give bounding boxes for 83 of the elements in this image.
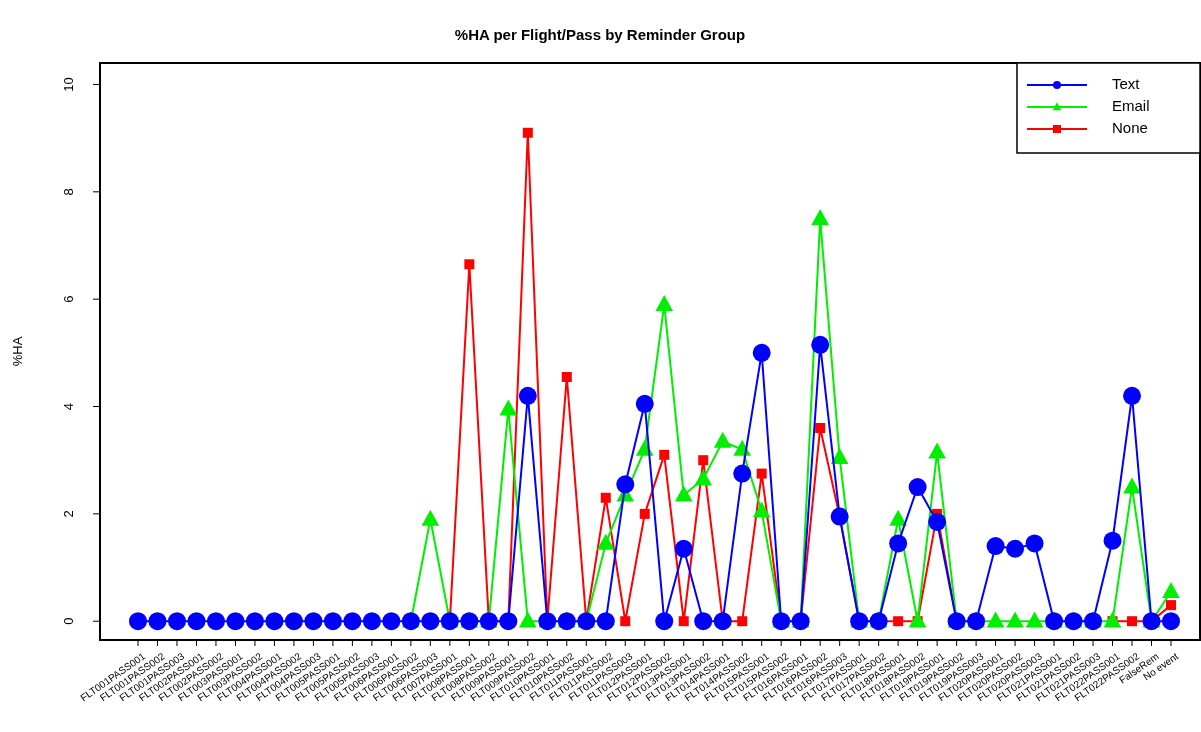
point [811,335,830,354]
y-tick-label: 10 [61,77,77,92]
y-tick-label: 8 [61,188,77,196]
point [694,612,713,631]
y-axis-title: %HA [10,336,25,367]
point [811,209,829,226]
point [1162,612,1180,631]
point [129,612,147,631]
point [639,508,650,519]
point [187,612,206,631]
y-tick-label: 6 [61,295,77,303]
point [596,533,615,550]
point [245,612,264,631]
point [928,512,947,531]
point [694,469,713,486]
point [713,431,732,448]
point [893,616,904,627]
point [148,612,167,631]
point [1103,611,1122,628]
point [698,455,709,466]
point [737,616,748,627]
point [908,611,927,628]
point [674,539,693,558]
point [1123,386,1142,405]
point [464,259,475,270]
point [499,612,518,631]
point [522,127,533,138]
point [561,372,572,382]
point [284,612,303,631]
point [323,612,342,631]
point [908,478,927,497]
legend-label: Email [1112,96,1150,114]
point [362,612,381,631]
point [421,612,440,631]
point [1103,531,1122,550]
point [830,507,849,526]
point [616,475,635,494]
point [659,449,670,460]
point [830,447,849,464]
point [1006,611,1024,628]
point [620,616,631,627]
point [756,468,767,479]
point [499,399,518,416]
point [986,611,1005,628]
point [1025,611,1044,628]
point [655,294,674,311]
y-tick-label: 2 [61,510,77,518]
point [519,611,537,628]
point [1166,600,1176,611]
point [889,534,908,553]
point [815,422,826,433]
point [1006,539,1025,558]
point [733,464,752,483]
point [713,612,732,631]
point [1123,477,1141,494]
point [655,612,674,631]
point [304,612,323,631]
point [752,343,771,362]
point [1127,616,1138,627]
point [343,612,362,631]
point [1162,582,1180,599]
legend-label: Text [1112,74,1141,92]
point [518,386,537,405]
point [167,612,186,631]
point [1025,534,1044,553]
point [928,442,946,459]
chart-title: %HA per Flight/Pass by Reminder Group [454,26,746,43]
point [421,509,440,526]
point [678,616,689,627]
point [226,612,245,631]
y-tick-label: 0 [61,617,77,625]
point [596,612,615,631]
point [752,501,771,518]
point [265,612,284,631]
point [600,492,611,503]
point [674,485,693,502]
point [986,537,1005,556]
point [382,612,401,631]
y-tick-label: 4 [61,402,77,411]
point [889,509,907,526]
point [206,612,225,631]
legend-label: None [1112,118,1148,136]
point [635,394,654,413]
